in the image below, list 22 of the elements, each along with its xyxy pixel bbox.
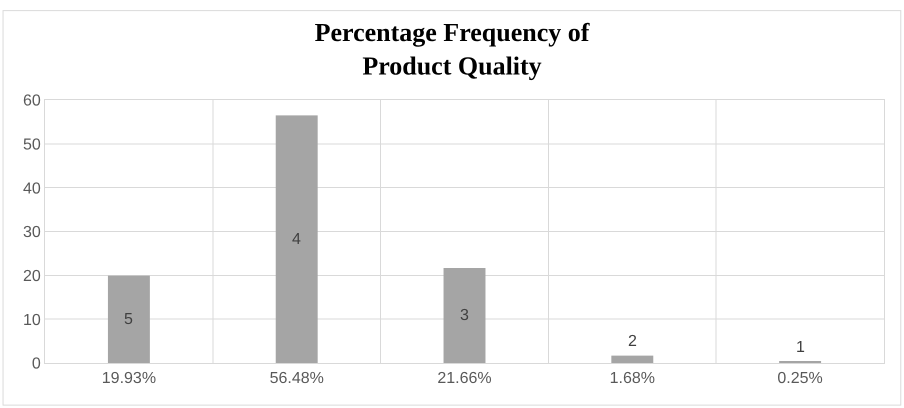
chart-title: Percentage Frequency of Product Quality <box>314 18 590 81</box>
bar <box>108 276 150 363</box>
y-tick-label: 30 <box>23 224 41 242</box>
y-tick-label: 20 <box>23 268 41 285</box>
bar <box>444 268 486 363</box>
x-tick-label: 21.66% <box>437 370 492 388</box>
y-tick-label: 50 <box>23 136 41 154</box>
y-tick-label: 10 <box>23 312 41 329</box>
annotation: 4 <box>292 231 301 248</box>
annotation: 2 <box>628 333 637 350</box>
x-tick-label: 19.93% <box>102 370 156 388</box>
y-tick-label: 40 <box>23 180 41 198</box>
annotation: 3 <box>460 307 469 324</box>
annotation: 5 <box>124 311 133 328</box>
bar <box>276 115 318 363</box>
x-tick-label: 1.68% <box>610 370 655 388</box>
bar <box>611 356 654 363</box>
y-tick-label: 0 <box>32 356 41 373</box>
x-tick-label: 56.48% <box>270 370 324 388</box>
y-tick-label: 60 <box>23 92 41 110</box>
x-tick-label: 0.25% <box>777 370 823 388</box>
annotation: 1 <box>796 339 805 356</box>
